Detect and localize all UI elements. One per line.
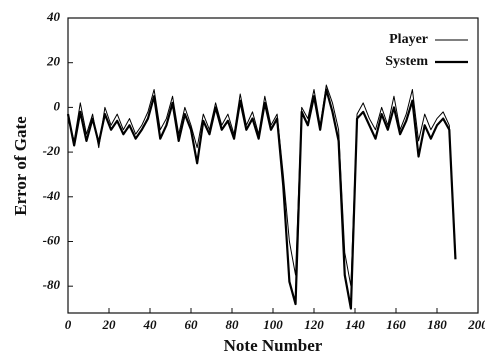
x-tick-label: 180 <box>427 317 447 332</box>
x-tick-label: 60 <box>185 317 199 332</box>
x-axis-title: Note Number <box>224 336 323 355</box>
x-tick-label: 140 <box>345 317 365 332</box>
legend-label: System <box>385 54 428 69</box>
x-tick-label: 0 <box>65 317 72 332</box>
legend-label: Player <box>389 32 428 47</box>
x-tick-label: 20 <box>102 317 117 332</box>
x-tick-label: 200 <box>467 317 485 332</box>
y-tick-label: -40 <box>43 188 61 203</box>
y-tick-label: -80 <box>43 277 61 292</box>
y-tick-label: 0 <box>54 98 61 113</box>
y-tick-label: -60 <box>43 232 61 247</box>
x-tick-label: 120 <box>304 317 324 332</box>
x-tick-label: 160 <box>386 317 406 332</box>
y-tick-label: 20 <box>46 54 61 69</box>
x-tick-label: 40 <box>143 317 158 332</box>
y-axis-title: Error of Gate <box>11 116 30 216</box>
y-tick-label: -20 <box>43 143 61 158</box>
y-tick-label: 40 <box>46 9 61 24</box>
x-tick-label: 80 <box>226 317 240 332</box>
series-line <box>66 88 457 310</box>
x-tick-label: 100 <box>263 317 283 332</box>
